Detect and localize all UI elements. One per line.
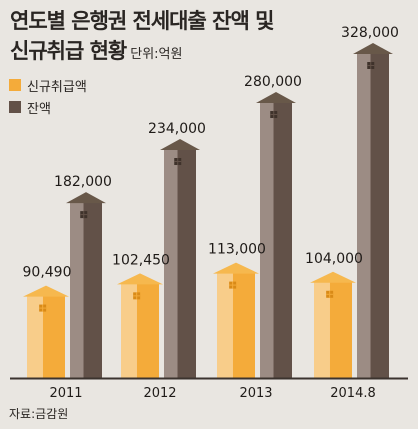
- legend-label-balance: 잔액: [27, 101, 51, 117]
- new-value-label-2: 113,000: [208, 242, 266, 258]
- title-line-2-text: 신규취급 현황: [10, 39, 127, 63]
- title-line-1: 연도별 은행권 전세대출 잔액 및: [10, 9, 274, 33]
- new-value-label-3: 104,000: [305, 251, 363, 267]
- title-line-2: 신규취급 현황 단위:억원: [10, 36, 273, 70]
- balance-bar-3-front: [370, 53, 389, 378]
- chart-title: 연도별 은행권 전세대출 잔액 및 신규취급 현황 단위:억원: [10, 6, 274, 70]
- new-bar-0-roof: [23, 285, 69, 297]
- balance-value-label-1: 234,000: [148, 121, 206, 137]
- new-bar-1-roof: [117, 273, 163, 285]
- balance-bar-1: [160, 139, 200, 378]
- balance-bar-1-front: [177, 149, 196, 378]
- new-bar-2-front: [232, 272, 255, 378]
- legend-swatch-new: [9, 79, 21, 91]
- balance-bar-1-side: [164, 149, 178, 378]
- balance-bar-3-side: [357, 53, 371, 378]
- balance-bar-0-roof: [66, 192, 106, 204]
- unit-label: 단위:억원: [130, 47, 183, 62]
- balance-bar-2-front: [273, 102, 292, 379]
- balance-bar-2: [256, 92, 296, 379]
- category-label-0: 2011: [49, 386, 82, 401]
- legend: 신규취급액 잔액: [9, 74, 87, 118]
- balance-bar-2-roof: [256, 92, 296, 104]
- new-value-label-1: 102,450: [112, 252, 170, 268]
- balance-bar-0-side: [70, 202, 84, 378]
- new-bar-3: [310, 271, 356, 378]
- new-bar-3-side: [314, 281, 330, 378]
- new-bar-1-side: [121, 283, 137, 378]
- balance-value-label-3: 328,000: [341, 25, 399, 41]
- balance-bar-3: [353, 43, 393, 378]
- new-bar-2-side: [217, 272, 233, 378]
- balance-bar-1-roof: [160, 139, 200, 151]
- balance-bar-0: [66, 192, 106, 378]
- balance-value-label-0: 182,000: [54, 174, 112, 190]
- new-bar-1: [117, 273, 163, 378]
- balance-bar-2-side: [260, 102, 274, 379]
- legend-swatch-balance: [9, 101, 21, 113]
- category-label-2: 2013: [239, 386, 272, 401]
- new-bar-0: [23, 285, 69, 378]
- source-note: 자료:금감원: [9, 407, 69, 421]
- new-bar-3-roof: [310, 271, 356, 283]
- new-bar-3-front: [329, 281, 352, 378]
- new-bar-0-side: [27, 295, 43, 378]
- new-bar-2: [213, 262, 259, 378]
- category-label-1: 2012: [143, 386, 176, 401]
- legend-label-new: 신규취급액: [27, 79, 87, 95]
- new-bar-2-roof: [213, 262, 259, 274]
- new-bar-1-front: [136, 283, 159, 378]
- category-label-3: 2014.8: [330, 386, 376, 401]
- balance-bar-3-roof: [353, 43, 393, 54]
- legend-item-new: 신규취급액: [9, 74, 87, 96]
- new-bar-0-front: [42, 295, 65, 378]
- new-value-label-0: 90,490: [23, 265, 72, 281]
- balance-value-label-2: 280,000: [244, 74, 302, 90]
- balance-bar-0-front: [83, 202, 102, 378]
- legend-item-balance: 잔액: [9, 96, 87, 118]
